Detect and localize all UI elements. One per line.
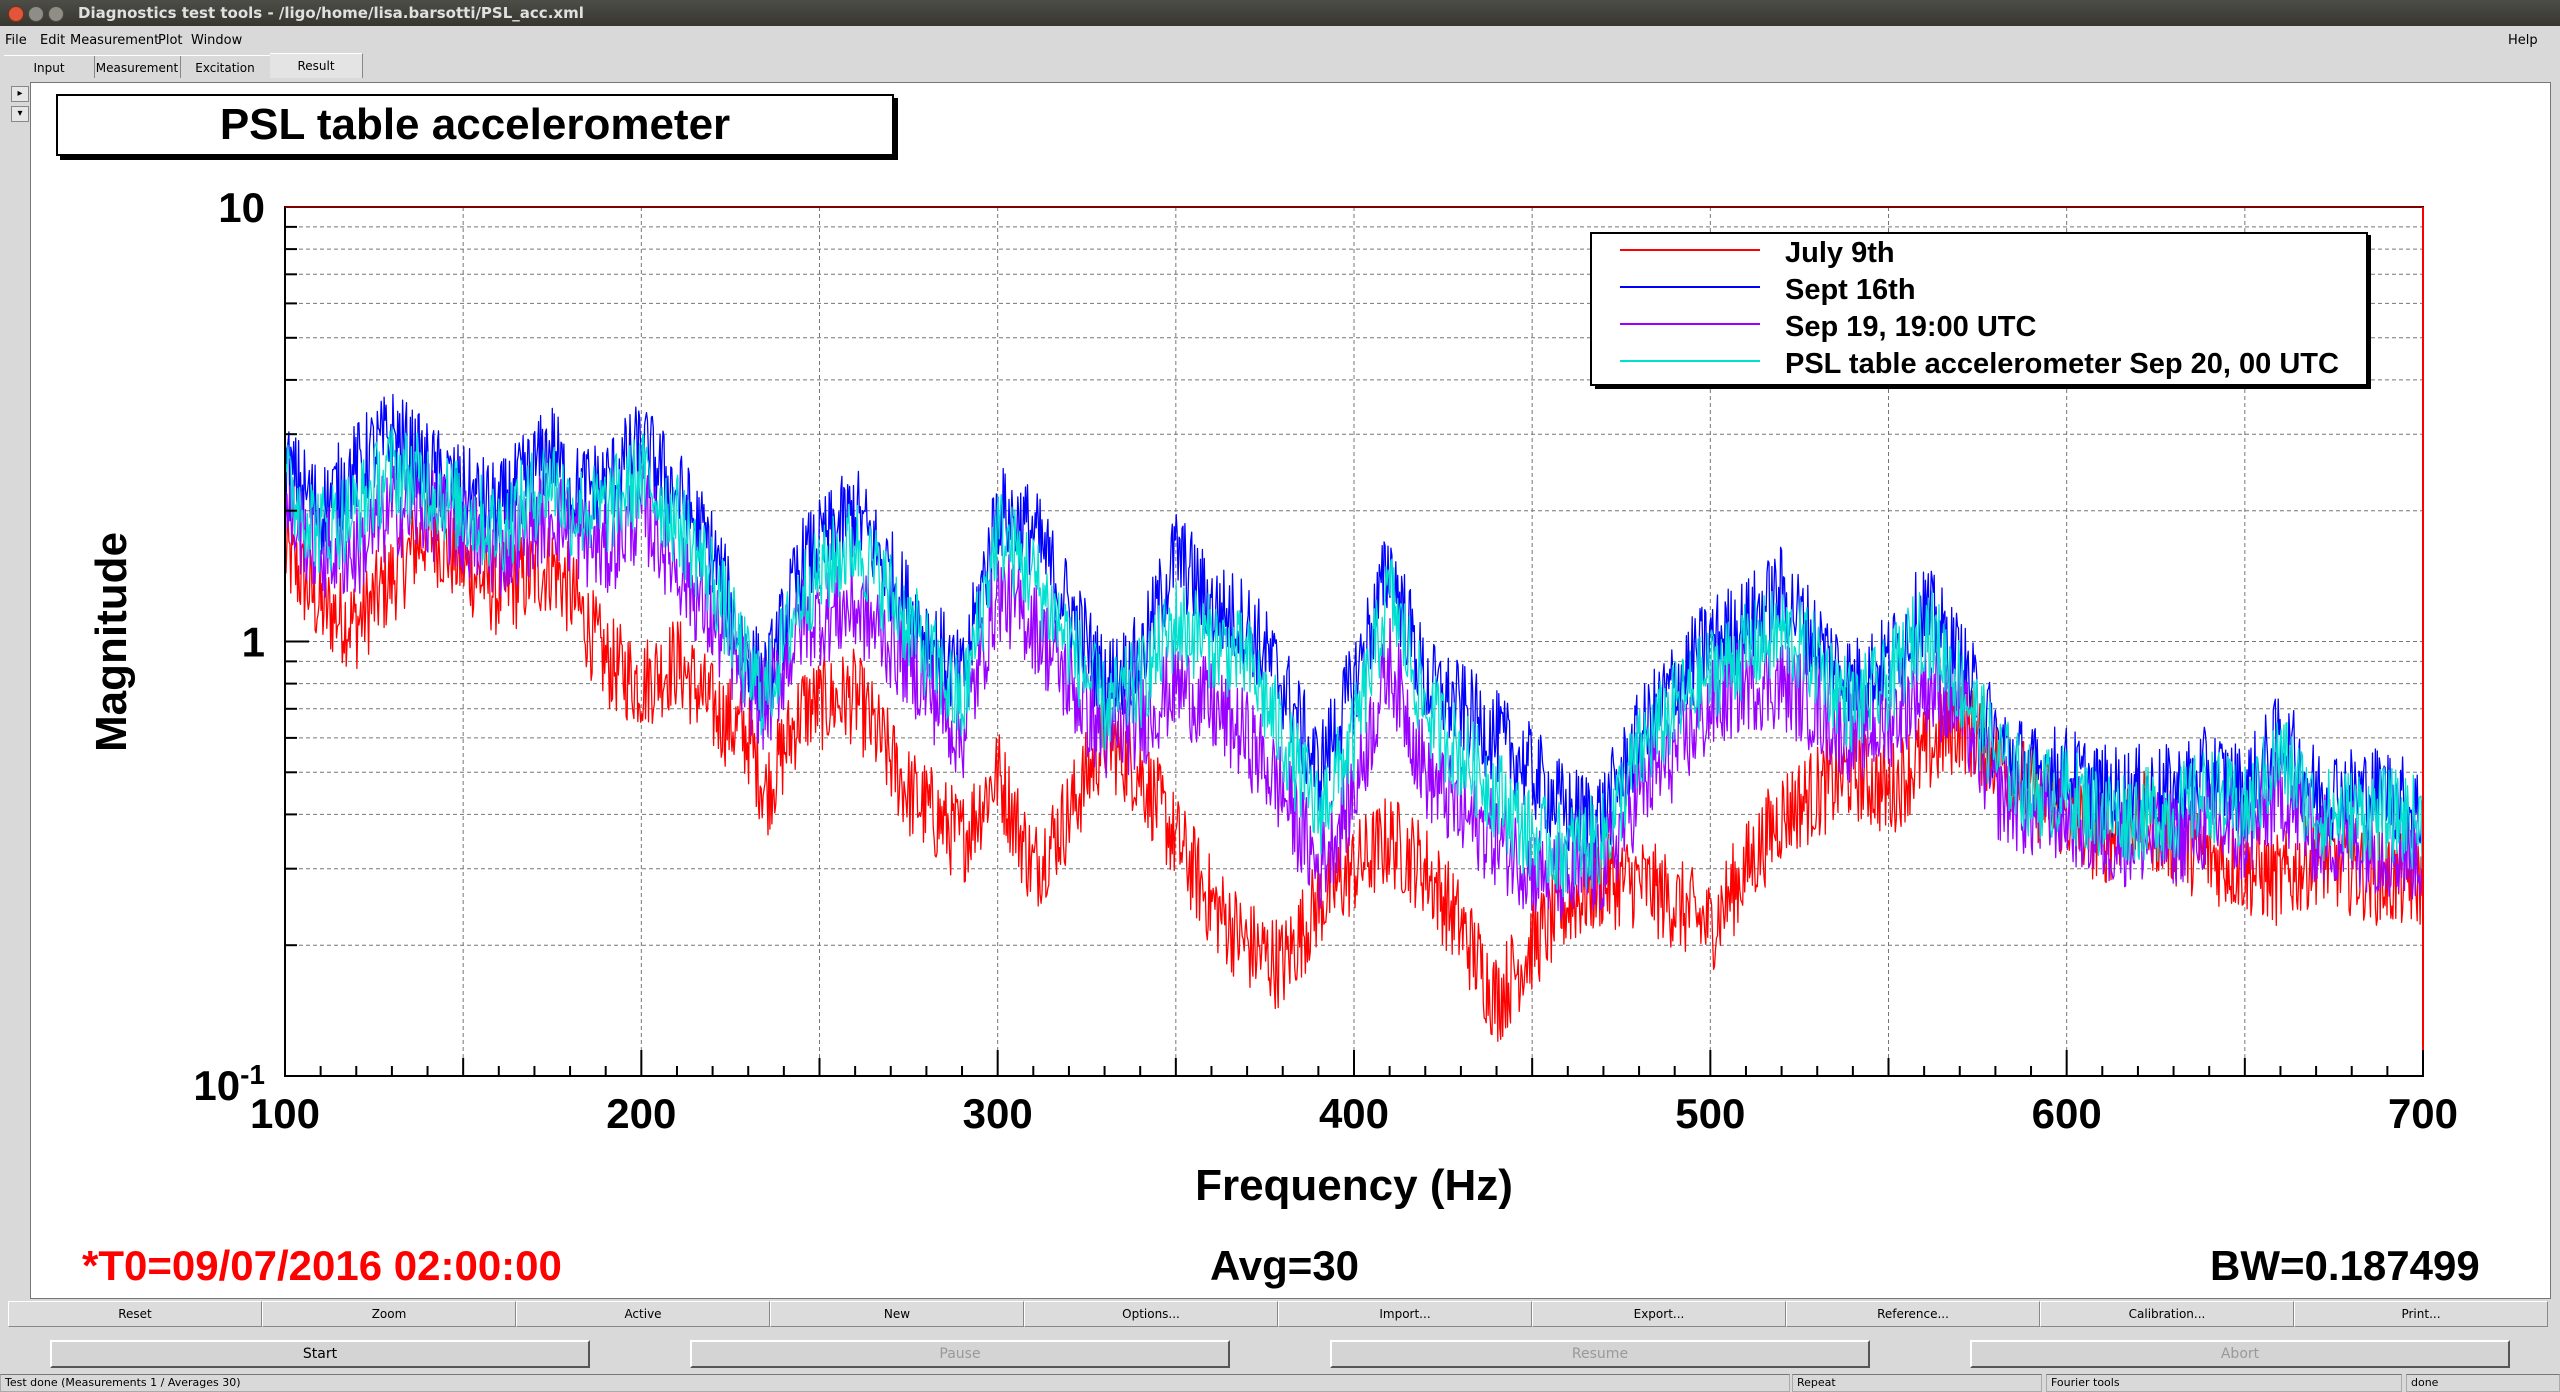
series-line bbox=[284, 425, 2424, 898]
menu-file[interactable]: File bbox=[5, 33, 27, 48]
tab-input[interactable]: Input bbox=[4, 55, 95, 78]
options-button[interactable]: Options... bbox=[1024, 1301, 1278, 1327]
calibration-button[interactable]: Calibration... bbox=[2040, 1301, 2294, 1327]
x-tick-label: 700 bbox=[2388, 1090, 2458, 1137]
y-axis-label: Magnitude bbox=[87, 532, 136, 752]
x-tick-label: 400 bbox=[1319, 1090, 1389, 1137]
x-tick-label: 300 bbox=[963, 1090, 1033, 1137]
pause-button[interactable]: Pause bbox=[690, 1340, 1230, 1368]
tab-measurement[interactable]: Measurement bbox=[94, 55, 181, 78]
window-title: Diagnostics test tools - /ligo/home/lisa… bbox=[78, 4, 584, 22]
status-main: Test done (Measurements 1 / Averages 30) bbox=[0, 1374, 1790, 1392]
window-title-bar: Diagnostics test tools - /ligo/home/lisa… bbox=[0, 0, 2560, 26]
test-control-row: Start Pause Resume Abort bbox=[0, 1340, 2560, 1370]
menu-measurement[interactable]: Measurement bbox=[70, 33, 160, 48]
abort-button[interactable]: Abort bbox=[1970, 1340, 2510, 1368]
minimize-window-icon[interactable] bbox=[28, 6, 44, 22]
status-state: done bbox=[2406, 1374, 2560, 1392]
x-tick-label: 600 bbox=[2032, 1090, 2102, 1137]
menu-bar: File Edit Measurement Plot Window Help bbox=[0, 28, 2560, 54]
x-tick-label: 100 bbox=[250, 1090, 320, 1137]
print-button[interactable]: Print... bbox=[2294, 1301, 2548, 1327]
reset-button[interactable]: Reset bbox=[8, 1301, 262, 1327]
scroll-down-arrow-icon[interactable]: ▾ bbox=[11, 106, 29, 122]
import-button[interactable]: Import... bbox=[1278, 1301, 1532, 1327]
chart-series bbox=[284, 393, 2424, 1042]
start-button[interactable]: Start bbox=[50, 1340, 590, 1368]
y-tick-label: 10-1 bbox=[193, 1059, 265, 1109]
y-tick-label: 1 bbox=[242, 619, 265, 666]
avg-label: Avg=30 bbox=[1210, 1242, 1360, 1289]
bw-label: BW=0.187499 bbox=[2210, 1242, 2480, 1289]
x-tick-label: 500 bbox=[1675, 1090, 1745, 1137]
close-window-icon[interactable] bbox=[8, 6, 24, 22]
chart-ticks: 100 200 300 400 500 600 700 10 1 10-1 bbox=[193, 184, 2458, 1137]
series-line bbox=[284, 393, 2424, 859]
x-tick-label: 200 bbox=[606, 1090, 676, 1137]
t0-label: *T0=09/07/2016 02:00:00 bbox=[82, 1242, 562, 1289]
legend-label: July 9th bbox=[1785, 237, 1895, 269]
menu-help[interactable]: Help bbox=[2508, 33, 2538, 48]
plot-title: PSL table accelerometer bbox=[219, 100, 731, 149]
status-repeat: Repeat bbox=[1792, 1374, 2042, 1392]
export-button[interactable]: Export... bbox=[1532, 1301, 1786, 1327]
menu-plot[interactable]: Plot bbox=[158, 33, 183, 48]
legend-label: PSL table accelerometer Sep 20, 00 UTC bbox=[1785, 348, 2339, 380]
series-line bbox=[284, 463, 2424, 921]
x-axis-label: Frequency (Hz) bbox=[1195, 1161, 1513, 1210]
menu-window[interactable]: Window bbox=[191, 33, 243, 48]
scroll-up-arrow-icon[interactable]: ▸ bbox=[11, 86, 29, 102]
plot-button-row: Reset Zoom Active New Options... Import.… bbox=[8, 1301, 2548, 1327]
maximize-window-icon[interactable] bbox=[48, 6, 64, 22]
legend-label: Sep 19, 19:00 UTC bbox=[1785, 311, 2036, 343]
legend-label: Sept 16th bbox=[1785, 274, 1916, 306]
tab-result[interactable]: Result bbox=[270, 53, 363, 78]
menu-edit[interactable]: Edit bbox=[40, 33, 66, 48]
reference-button[interactable]: Reference... bbox=[1786, 1301, 2040, 1327]
resume-button[interactable]: Resume bbox=[1330, 1340, 1870, 1368]
new-button[interactable]: New bbox=[770, 1301, 1024, 1327]
plot-title-box: PSL table accelerometer bbox=[56, 94, 894, 156]
active-button[interactable]: Active bbox=[516, 1301, 770, 1327]
status-bar: Test done (Measurements 1 / Averages 30)… bbox=[0, 1374, 2560, 1392]
chart: 100 200 300 400 500 600 700 10 1 10-1 July 9th Sep… bbox=[87, 184, 2458, 1210]
chart-legend: July 9th Sept 16th Sep 19, 19:00 UTC PSL ta… bbox=[1590, 232, 2371, 389]
y-tick-label: 10 bbox=[218, 184, 265, 231]
status-mode: Fourier tools bbox=[2046, 1374, 2402, 1392]
zoom-button[interactable]: Zoom bbox=[262, 1301, 516, 1327]
